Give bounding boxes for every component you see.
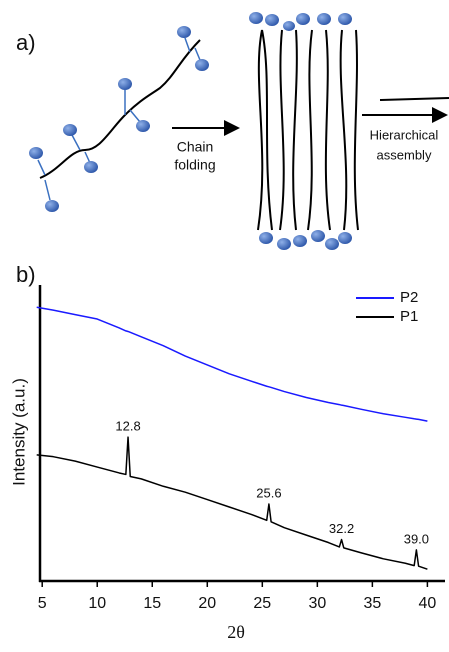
x-tick-label: 30 xyxy=(308,595,326,612)
step-label: assembly xyxy=(377,147,432,162)
legend-label: P1 xyxy=(400,308,418,325)
end-groups xyxy=(29,26,209,212)
x-tick-label: 20 xyxy=(198,595,216,612)
x-tick-label: 10 xyxy=(88,595,106,612)
y-axis-title: Intensity (a.u.) xyxy=(9,378,28,486)
peak-label: 25.6 xyxy=(256,485,281,500)
x-tick-label: 25 xyxy=(253,595,271,612)
x-tick-label: 5 xyxy=(38,595,47,612)
panel-label: a) xyxy=(16,30,36,55)
side-chains xyxy=(37,37,201,201)
arrow-line xyxy=(379,97,449,101)
peak-label: 32.2 xyxy=(329,521,354,536)
peak-label: 12.8 xyxy=(115,419,140,434)
legend-label: P2 xyxy=(400,289,418,306)
chart: b) 2θ Intensity (a.u.) 5 10 15 20 25 30 35 40 12… xyxy=(9,262,445,642)
schematic: a) Chain folding Hierarchical assembly xyxy=(16,12,449,250)
panel-label: b) xyxy=(16,262,36,287)
peak-label: 39.0 xyxy=(404,531,429,546)
end-groups xyxy=(249,12,352,250)
series-line xyxy=(36,436,428,570)
x-axis-title: 2θ xyxy=(227,622,245,642)
step-label: Hierarchical xyxy=(370,127,439,142)
step-label: Chain xyxy=(177,139,214,155)
x-tick-label: 15 xyxy=(143,595,161,612)
series-line xyxy=(36,306,428,422)
lamella xyxy=(257,29,359,231)
x-tick-label: 40 xyxy=(418,595,436,612)
step-label: folding xyxy=(174,157,215,173)
x-tick-label: 35 xyxy=(363,595,381,612)
